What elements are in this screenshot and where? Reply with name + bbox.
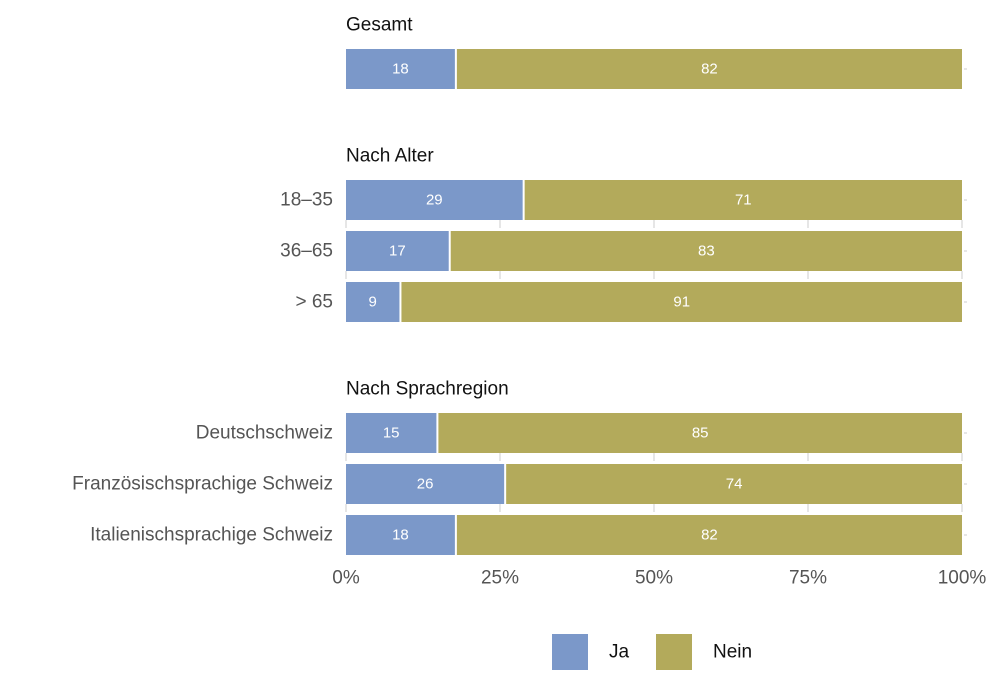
bar-value-label: 82 [701,61,718,78]
x-tick-label: 50% [635,568,673,589]
x-tick-label: 0% [332,568,360,589]
panel-title: Nach Sprachregion [346,379,509,400]
bar-value-label: 71 [735,192,752,209]
category-label: > 65 [295,292,333,313]
category-label: Deutschschweiz [196,423,333,444]
bar-segment-ja [346,180,523,220]
bar-segment-nein [438,413,962,453]
bar-value-label: 29 [426,192,443,209]
bar-value-label: 83 [698,243,715,260]
bar-value-label: 18 [392,527,409,544]
panel-title: Gesamt [346,15,413,36]
category-label: Italienischsprachige Schweiz [90,525,333,546]
bar-value-label: 18 [392,61,409,78]
bar-segment-ja [346,282,400,322]
bar-segment-nein [450,231,962,271]
category-label: 18–35 [280,190,333,211]
x-tick-label: 75% [789,568,827,589]
bar-segment-ja [346,49,455,89]
legend-label: Ja [609,642,630,663]
bar-value-label: 9 [369,294,377,311]
bar-value-label: 82 [701,527,718,544]
legend-label: Nein [713,642,752,663]
x-tick-label: 25% [481,568,519,589]
bar-value-label: 85 [692,425,709,442]
bar-value-label: 26 [417,476,434,493]
bar-segment-ja [346,413,437,453]
x-tick-label: 100% [938,568,987,589]
bar-segment-nein [456,515,962,555]
bar-value-label: 91 [673,294,690,311]
bar-segment-ja [346,464,505,504]
bar-segment-nein [401,282,962,322]
panel-title: Nach Alter [346,146,434,167]
legend-swatch-nein [656,634,692,670]
bar-segment-nein [456,49,962,89]
category-label: 36–65 [280,241,333,262]
bar-segment-nein [524,180,962,220]
bar-segment-nein [506,464,962,504]
legend-swatch-ja [552,634,588,670]
bar-value-label: 17 [389,243,406,260]
bar-value-label: 15 [383,425,400,442]
bar-value-label: 74 [726,476,743,493]
category-label: Französischsprachige Schweiz [72,474,333,495]
bar-segment-ja [346,231,449,271]
bar-segment-ja [346,515,455,555]
